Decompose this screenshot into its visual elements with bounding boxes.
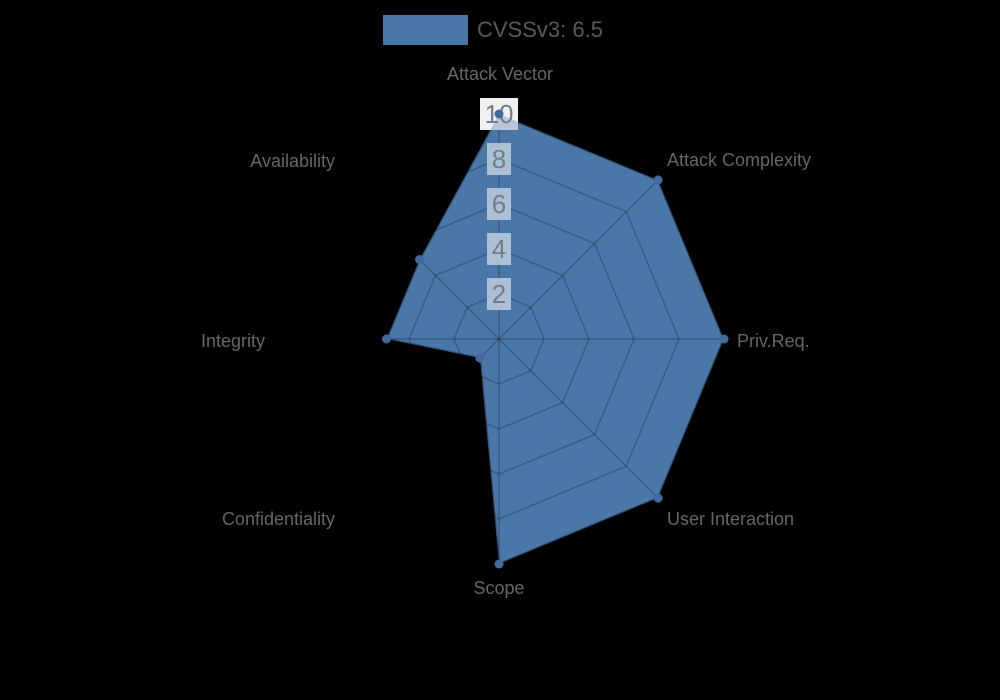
data-point-marker-confidentiality [475,353,485,363]
axis-label-user-interaction: User Interaction [667,509,794,529]
grid-ring-4 [408,248,590,430]
tick-label-2: 2 [492,279,506,309]
grid-ring-6 [363,203,635,475]
tick-label-8: 8 [492,144,506,174]
axis-label-priv-req: Priv.Req. [737,331,810,351]
grid-spoke-user-interaction [498,338,659,499]
data-point-marker-user-interaction [653,493,663,503]
tick-backdrop-4 [487,233,511,265]
axis-label-availability: Availability [250,151,335,171]
tick-backdrop-2 [487,278,511,310]
legend-item[interactable]: CVSSv3: 6.5 [383,15,603,45]
axis-label-attack-complexity: Attack Complexity [667,150,811,170]
tick-label-6: 6 [492,189,506,219]
data-point-marker-attack-vector [494,109,504,119]
axis-label-attack-vector: Attack Vector [447,64,553,84]
data-point-marker-priv-req [719,334,729,344]
data-point-marker-integrity [382,334,391,344]
legend-label: CVSSv3: 6.5 [477,17,603,42]
data-point-marker-availability [415,255,424,264]
grid-ring-8 [318,158,680,520]
data-point-marker-scope [494,559,504,569]
grid-ring-2 [453,293,545,385]
tick-backdrop-6 [487,188,511,220]
axis-label-scope: Scope [473,578,524,598]
grid-spoke-confidentiality [339,338,500,499]
axis-label-confidentiality: Confidentiality [222,509,335,529]
tick-label-4: 4 [492,234,506,264]
grid-spoke-attack-complexity [498,179,659,340]
axis-label-integrity: Integrity [201,331,265,351]
data-point-marker-attack-complexity [653,175,663,185]
legend-color-swatch [383,15,468,45]
tick-backdrop-8 [487,143,511,175]
